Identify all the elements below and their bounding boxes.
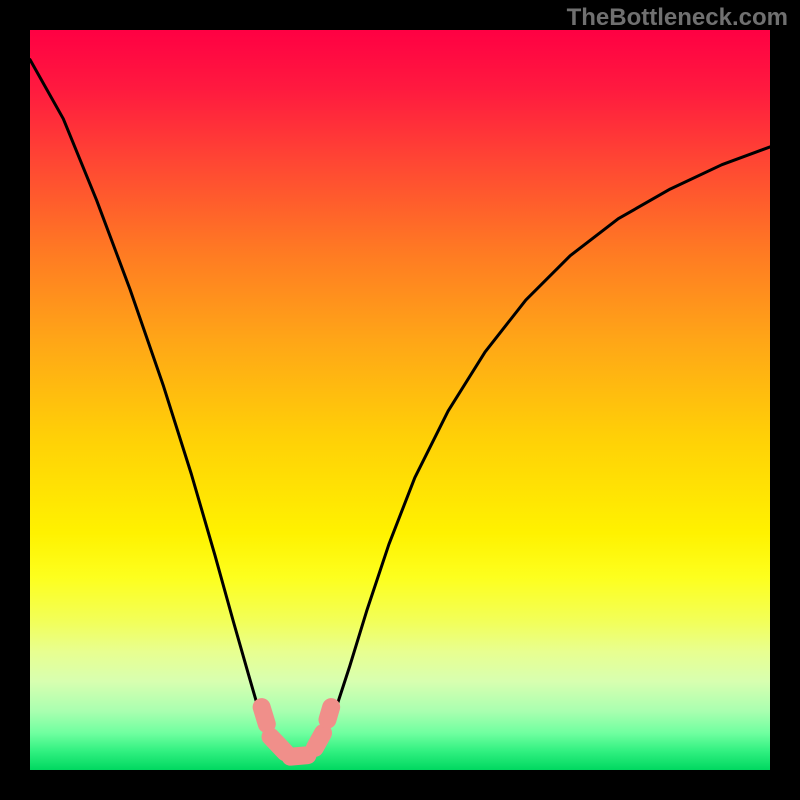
bottleneck-chart <box>0 0 800 800</box>
chart-frame: TheBottleneck.com <box>0 0 800 800</box>
watermark-label: TheBottleneck.com <box>567 4 788 32</box>
